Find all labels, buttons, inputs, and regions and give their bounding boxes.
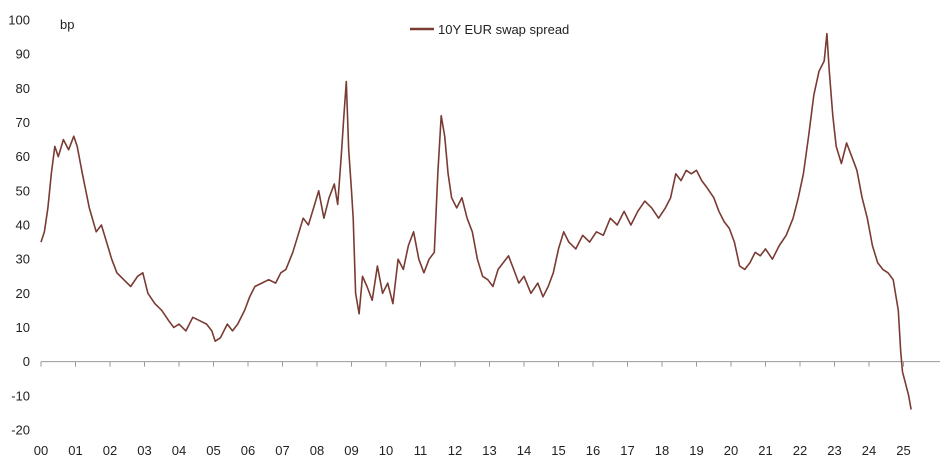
legend: 10Y EUR swap spread: [410, 22, 569, 37]
series-line-10y-eur-swap-spread: [40, 32, 912, 410]
x-tick-label: 04: [172, 443, 186, 458]
y-tick-label: 10: [16, 320, 30, 335]
x-tick-label: 09: [344, 443, 358, 458]
x-tick-label: 17: [620, 443, 634, 458]
y-tick-label: 90: [16, 47, 30, 62]
x-tick-label: 19: [689, 443, 703, 458]
y-tick-label: -20: [11, 423, 30, 438]
x-tick-label: 01: [68, 443, 82, 458]
y-tick-label: 30: [16, 252, 30, 267]
x-tick-label: 03: [137, 443, 151, 458]
y-tick-label: 20: [16, 286, 30, 301]
y-tick-label: 60: [16, 149, 30, 164]
x-tick-label: 08: [310, 443, 324, 458]
x-tick-label: 20: [724, 443, 738, 458]
x-tick-label: 07: [275, 443, 289, 458]
x-tick-label: 11: [414, 443, 428, 458]
x-tick-label: 25: [896, 443, 910, 458]
x-axis: 00 01 02 03 04 05 06 07 08 09 10 11 12 13 14 15 16 17 18 19…: [34, 361, 940, 458]
y-axis-tick-labels: -20 -10 0 10 20 30 40 50 60 70 80 90 100: [8, 13, 30, 438]
x-tick-label: 18: [655, 443, 669, 458]
x-tick-label: 22: [793, 443, 807, 458]
x-tick-label: 24: [862, 443, 876, 458]
x-tick-label: 00: [34, 443, 48, 458]
y-tick-label: 40: [16, 218, 30, 233]
y-tick-label: 70: [16, 115, 30, 130]
x-tick-label: 12: [448, 443, 462, 458]
y-tick-label: 0: [23, 354, 30, 369]
y-axis-unit-label: bp: [60, 17, 74, 32]
x-tick-label: 15: [551, 443, 565, 458]
x-tick-label: 02: [103, 443, 117, 458]
x-tick-label: 23: [827, 443, 841, 458]
series-lines: [40, 32, 912, 410]
x-tick-label: 16: [586, 443, 600, 458]
y-tick-label: 80: [16, 81, 30, 96]
x-tick-label: 06: [241, 443, 255, 458]
y-tick-label: 100: [8, 13, 30, 28]
x-tick-label: 13: [482, 443, 496, 458]
x-tick-label: 05: [206, 443, 220, 458]
y-tick-label: -10: [11, 388, 30, 403]
x-tick-label: 21: [758, 443, 772, 458]
legend-label-10y-eur-swap-spread: 10Y EUR swap spread: [438, 22, 569, 37]
y-tick-label: 50: [16, 183, 30, 198]
x-tick-label: 10: [379, 443, 393, 458]
x-tick-label: 14: [517, 443, 531, 458]
